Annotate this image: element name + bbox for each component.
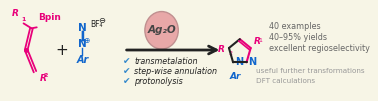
Circle shape xyxy=(145,12,178,49)
Text: +: + xyxy=(56,44,69,58)
Text: 40 examples: 40 examples xyxy=(269,22,321,31)
Text: ✔: ✔ xyxy=(122,77,130,86)
Text: ✔: ✔ xyxy=(122,57,130,66)
Text: ✔: ✔ xyxy=(122,67,130,76)
Text: Ar: Ar xyxy=(230,72,242,81)
Text: R: R xyxy=(12,9,19,18)
Text: Bpin: Bpin xyxy=(39,13,61,22)
Text: transmetalation: transmetalation xyxy=(134,57,198,66)
Text: N: N xyxy=(78,39,87,49)
Text: ⊖: ⊖ xyxy=(98,16,105,25)
Text: R: R xyxy=(39,74,46,83)
Text: ⊕: ⊕ xyxy=(84,36,90,45)
Text: R: R xyxy=(254,37,261,46)
Text: BF₄: BF₄ xyxy=(90,20,103,29)
Text: useful further transformations: useful further transformations xyxy=(256,68,364,74)
Text: Ag₂O: Ag₂O xyxy=(147,25,176,35)
Text: protonolysis: protonolysis xyxy=(134,77,183,86)
Text: excellent regioselectivity: excellent regioselectivity xyxy=(269,44,370,53)
Text: 40–95% yields: 40–95% yields xyxy=(269,33,327,42)
Text: Ar: Ar xyxy=(76,55,88,65)
Text: 2: 2 xyxy=(228,51,232,56)
Text: 1: 1 xyxy=(21,17,25,22)
Text: R: R xyxy=(218,45,225,54)
Text: DFT calculations: DFT calculations xyxy=(256,78,315,84)
Text: N: N xyxy=(78,23,87,33)
Text: 2: 2 xyxy=(44,73,48,78)
FancyBboxPatch shape xyxy=(0,0,335,101)
Text: N: N xyxy=(235,57,243,67)
Text: step-wise annulation: step-wise annulation xyxy=(134,67,217,76)
Text: 1: 1 xyxy=(259,38,262,43)
Text: N: N xyxy=(248,57,256,67)
